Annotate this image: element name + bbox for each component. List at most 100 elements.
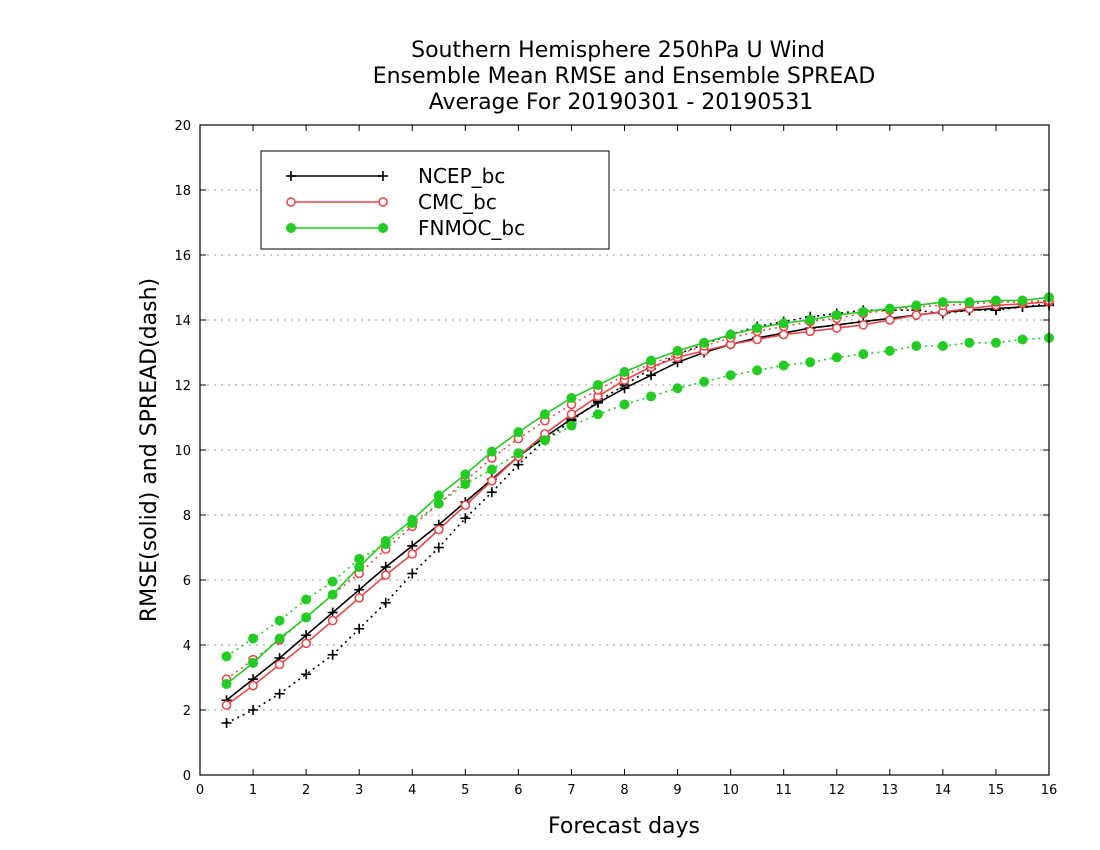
chart-title-line-2: Ensemble Mean RMSE and Ensemble SPREAD (373, 64, 876, 89)
series-line-fnmoc-bc-spread (226, 337, 1050, 658)
x-tick-label: 11 (775, 783, 792, 798)
data-point (566, 409, 577, 420)
series-cmc-bc-spread (221, 295, 1054, 684)
data-point (699, 337, 710, 348)
data-point (646, 355, 657, 366)
legend-marker (378, 197, 388, 207)
y-tick-label: 8 (183, 509, 191, 524)
data-point (884, 345, 895, 356)
data-point (301, 594, 312, 605)
legend-marker (378, 223, 388, 233)
legend-marker (378, 171, 388, 181)
data-point (380, 539, 391, 550)
x-tick-label: 3 (355, 783, 363, 798)
x-tick-label: 4 (408, 783, 416, 798)
x-tick-label: 7 (567, 783, 575, 798)
data-point (885, 315, 895, 325)
y-tick-label: 20 (174, 119, 191, 134)
data-point (1017, 295, 1028, 306)
data-point (937, 297, 948, 308)
legend-marker (286, 197, 296, 207)
y-tick-label: 10 (174, 444, 191, 459)
data-point (778, 360, 789, 371)
y-tick-label: 2 (183, 704, 191, 719)
chart-title-line-1: Southern Hemisphere 250hPa U Wind (411, 38, 825, 63)
y-tick-label: 16 (174, 249, 191, 264)
data-point (407, 549, 418, 559)
plot-series (221, 292, 1054, 728)
data-point (248, 633, 259, 644)
data-point (592, 409, 603, 420)
data-point (805, 357, 816, 368)
y-tick-label: 14 (174, 314, 191, 329)
legend-label: NCEP_bc (418, 164, 505, 188)
data-point (752, 334, 762, 345)
data-point (858, 349, 869, 360)
data-point (248, 657, 259, 668)
data-point (221, 651, 232, 662)
y-tick-label: 6 (183, 574, 191, 589)
data-point (646, 391, 657, 402)
legend-entry: CMC_bc (286, 190, 497, 214)
data-point (937, 341, 948, 351)
data-point (327, 649, 338, 660)
data-point (990, 337, 1001, 348)
data-point (486, 487, 497, 498)
data-point (699, 376, 710, 387)
x-tick-label: 12 (828, 783, 845, 798)
data-point (274, 615, 285, 626)
data-point (964, 297, 975, 308)
data-point (619, 399, 630, 410)
data-point (911, 300, 922, 311)
data-point (592, 380, 603, 390)
data-point (221, 679, 232, 689)
legend-label: CMC_bc (418, 190, 497, 214)
data-point (619, 367, 630, 377)
data-point (539, 435, 550, 446)
x-tick-label: 13 (882, 783, 899, 798)
series-line-ncep-bc-spread (226, 303, 1050, 724)
x-tick-label: 10 (722, 783, 739, 798)
y-tick-label: 0 (183, 769, 191, 784)
x-tick-label: 5 (461, 783, 469, 798)
x-tick-label: 0 (196, 783, 204, 798)
y-tick-label: 18 (174, 184, 191, 199)
data-point (805, 315, 816, 325)
data-point (327, 576, 338, 587)
data-point (778, 329, 789, 340)
data-point (1017, 334, 1028, 345)
x-tick-label: 2 (302, 783, 310, 798)
series-line-ncep-bc-rmse (226, 304, 1050, 701)
data-point (566, 420, 577, 431)
data-point (487, 476, 497, 486)
grid-lines (200, 189, 1049, 711)
legend-box (260, 150, 610, 250)
data-point (354, 553, 365, 564)
data-point (433, 542, 444, 553)
data-point (752, 365, 763, 376)
x-tick-label: 8 (620, 783, 628, 798)
x-axis-label: Forecast days (548, 814, 700, 839)
data-point (566, 393, 577, 403)
data-point (274, 688, 285, 699)
x-tick-label: 15 (988, 783, 1005, 798)
data-point (513, 448, 524, 459)
data-point (858, 306, 869, 317)
data-point (460, 500, 471, 511)
data-point (407, 518, 418, 529)
x-tick-label: 1 (249, 783, 257, 798)
series-ncep-bc-spread (221, 298, 1054, 728)
data-point (486, 446, 497, 457)
x-tick-label: 16 (1041, 783, 1058, 798)
data-point (433, 524, 444, 535)
data-point (539, 409, 550, 420)
data-point (248, 680, 258, 691)
y-axis-ticks: 0 2 4 6 8 10 12 14 16 18 20 (174, 119, 1049, 784)
data-point (354, 623, 365, 634)
data-point (460, 479, 471, 490)
data-point (778, 318, 789, 329)
data-point (301, 669, 312, 680)
data-point (380, 570, 391, 580)
y-tick-label: 4 (183, 639, 191, 654)
data-point (301, 638, 311, 649)
